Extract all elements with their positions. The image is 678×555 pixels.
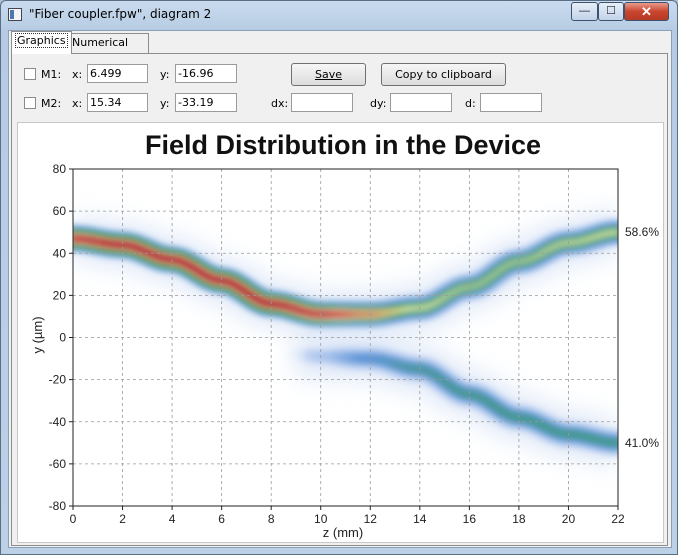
client-area: Graphics Numerical data M1: x: 6.499 y: … (8, 30, 672, 548)
power-annotation-1: 41.0% (625, 436, 659, 450)
upper-beam (73, 209, 618, 338)
dx-label: dx: (271, 97, 289, 110)
marker2-x-label: x: (72, 97, 83, 110)
close-button[interactable]: ✕ (624, 2, 669, 21)
marker1-y-label: y: (160, 68, 170, 81)
save-button[interactable]: Save (291, 63, 366, 86)
minimize-button[interactable]: — (571, 2, 598, 21)
x-tick-label-8: 16 (463, 512, 477, 526)
y-tick-label-4: 0 (59, 331, 66, 345)
marker1-y-field[interactable]: -16.96 (175, 64, 237, 83)
x-axis-label: z (mm) (323, 525, 363, 540)
marker2-label: M2: (41, 97, 62, 110)
y-tick-label-8: 80 (53, 162, 67, 176)
y-tick-label-5: 20 (53, 288, 67, 302)
x-tick-label-11: 22 (611, 512, 625, 526)
marker2-y-field[interactable]: -33.19 (175, 93, 237, 112)
grid-layer (73, 169, 618, 506)
tab-graphics[interactable]: Graphics (11, 31, 72, 54)
x-tick-label-9: 18 (512, 512, 526, 526)
y-tick-label-7: 60 (53, 204, 67, 218)
chart-title: Field Distribution in the Device (145, 130, 541, 160)
axis-layer: 0 2 4 6 8 10 12 14 16 18 20 22 -80 -60 -40 -20 0 20 40 60 80… (49, 162, 660, 526)
y-tick-label-0: -80 (49, 499, 67, 513)
window-title: "Fiber coupler.fpw", diagram 2 (29, 7, 212, 21)
x-tick-label-0: 0 (70, 512, 77, 526)
marker2-x-field[interactable]: 15.34 (87, 93, 148, 112)
save-button-label: Save (314, 68, 342, 81)
copy-to-clipboard-button[interactable]: Copy to clipboard (381, 63, 506, 86)
marker1-x-field[interactable]: 6.499 (87, 64, 148, 83)
maximize-button[interactable]: ☐ (598, 2, 624, 21)
dy-field[interactable] (390, 93, 452, 112)
x-tick-label-1: 2 (119, 512, 126, 526)
tab-numerical-data[interactable]: Numerical data (68, 33, 149, 67)
plot-area[interactable]: 0 2 4 6 8 10 12 14 16 18 20 22 -80 -60 -40 -20 0 20 40 60 80… (17, 122, 664, 543)
x-tick-label-6: 12 (364, 512, 378, 526)
dx-field[interactable] (291, 93, 353, 112)
field-distribution-chart[interactable]: 0 2 4 6 8 10 12 14 16 18 20 22 -80 -60 -40 -20 0 20 40 60 80… (18, 123, 663, 542)
y-axis-label: y (µm) (30, 316, 45, 353)
x-tick-label-10: 20 (562, 512, 576, 526)
x-tick-label-7: 14 (413, 512, 427, 526)
d-label: d: (465, 97, 476, 110)
marker1-x-label: x: (72, 68, 83, 81)
y-tick-label-2: -40 (49, 415, 67, 429)
d-field[interactable] (480, 93, 542, 112)
tab-graphics-label: Graphics (15, 33, 68, 48)
marker2-y-label: y: (160, 97, 170, 110)
y-tick-label-3: -20 (49, 373, 67, 387)
dy-label: dy: (370, 97, 387, 110)
marker1-checkbox[interactable] (24, 68, 36, 80)
upper-beam-layer-3 (73, 229, 618, 318)
power-annotation-0: 58.6% (625, 225, 659, 239)
title-bar[interactable]: "Fiber coupler.fpw", diagram 2 — ☐ ✕ (1, 1, 677, 29)
x-tick-label-5: 10 (314, 512, 328, 526)
graphics-panel: M1: x: 6.499 y: -16.96 Save Copy to clip… (11, 53, 668, 546)
app-icon[interactable] (8, 8, 22, 21)
x-tick-label-3: 6 (218, 512, 225, 526)
marker1-label: M1: (41, 68, 62, 81)
y-tick-label-1: -60 (49, 457, 67, 471)
lower-beam (283, 331, 618, 466)
y-tick-label-6: 40 (53, 246, 67, 260)
x-tick-label-2: 4 (169, 512, 176, 526)
x-tick-label-4: 8 (268, 512, 275, 526)
marker2-checkbox[interactable] (24, 97, 36, 109)
